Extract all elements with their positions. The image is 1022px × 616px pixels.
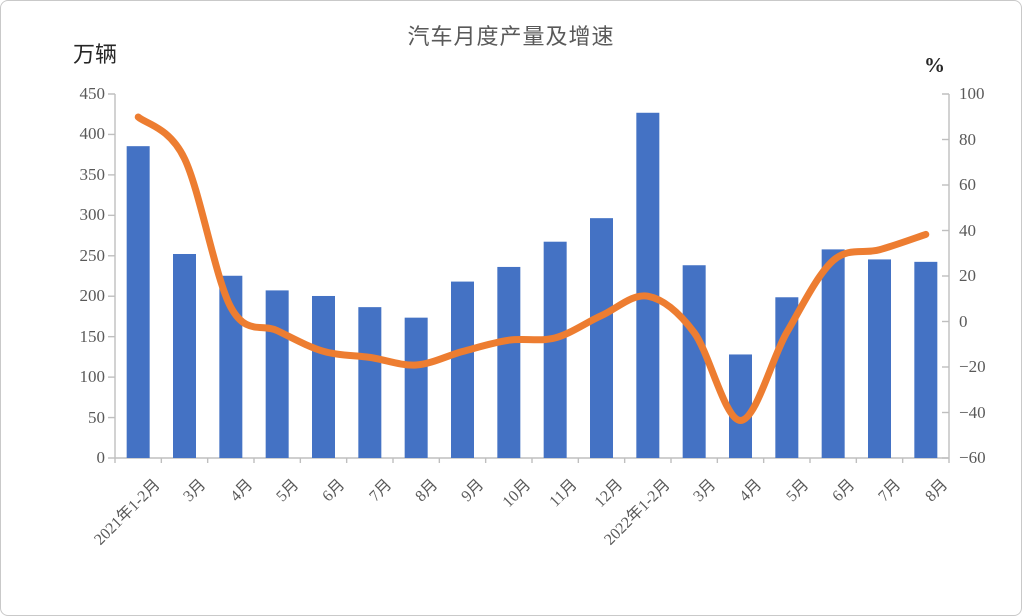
right-axis-tick-label: 80: [959, 129, 976, 149]
left-axis-tick-label: 100: [79, 367, 106, 387]
right-axis-tick-label: −40: [959, 402, 986, 422]
right-axis-tick-label: −60: [959, 448, 986, 467]
left-axis-unit-label: 万辆: [73, 42, 118, 67]
left-axis-tick-label: 400: [79, 124, 106, 144]
left-axis-tick-label: 0: [96, 448, 106, 467]
left-axis-tick-label: 300: [79, 205, 106, 225]
left-axis-tick-label: 200: [79, 286, 106, 306]
right-axis-tick-label: 20: [959, 266, 976, 285]
production-bar: [312, 295, 335, 458]
production-bar: [126, 146, 150, 458]
production-bar: [682, 265, 706, 458]
production-bar: [729, 354, 752, 458]
production-bar: [497, 266, 521, 458]
production-bar: [636, 112, 660, 458]
production-bar: [265, 290, 289, 458]
right-axis-tick-label: 100: [959, 84, 985, 103]
production-bar: [543, 241, 567, 458]
production-bar: [590, 218, 613, 458]
left-axis-tick-label: 150: [79, 326, 106, 346]
production-bar: [451, 281, 474, 458]
chart-title: 汽车月度产量及增速: [407, 24, 615, 49]
production-bar: [173, 253, 196, 458]
right-axis-unit-label: %: [924, 53, 945, 77]
production-bar: [358, 307, 382, 458]
left-axis-tick-label: 450: [79, 84, 106, 103]
production-bar: [868, 259, 891, 458]
left-axis-tick-label: 250: [79, 245, 106, 265]
right-axis-tick-label: 60: [959, 175, 976, 194]
left-axis-tick-label: 350: [79, 164, 106, 184]
right-axis-tick-label: −20: [959, 357, 986, 376]
production-bar: [914, 261, 938, 458]
production-bar: [404, 317, 428, 458]
growth-line: [134, 113, 930, 424]
left-axis-tick-label: 50: [88, 407, 105, 427]
production-bar: [821, 249, 845, 458]
right-axis-tick-label: 0: [959, 311, 968, 331]
right-axis-tick-label: 40: [959, 220, 976, 240]
